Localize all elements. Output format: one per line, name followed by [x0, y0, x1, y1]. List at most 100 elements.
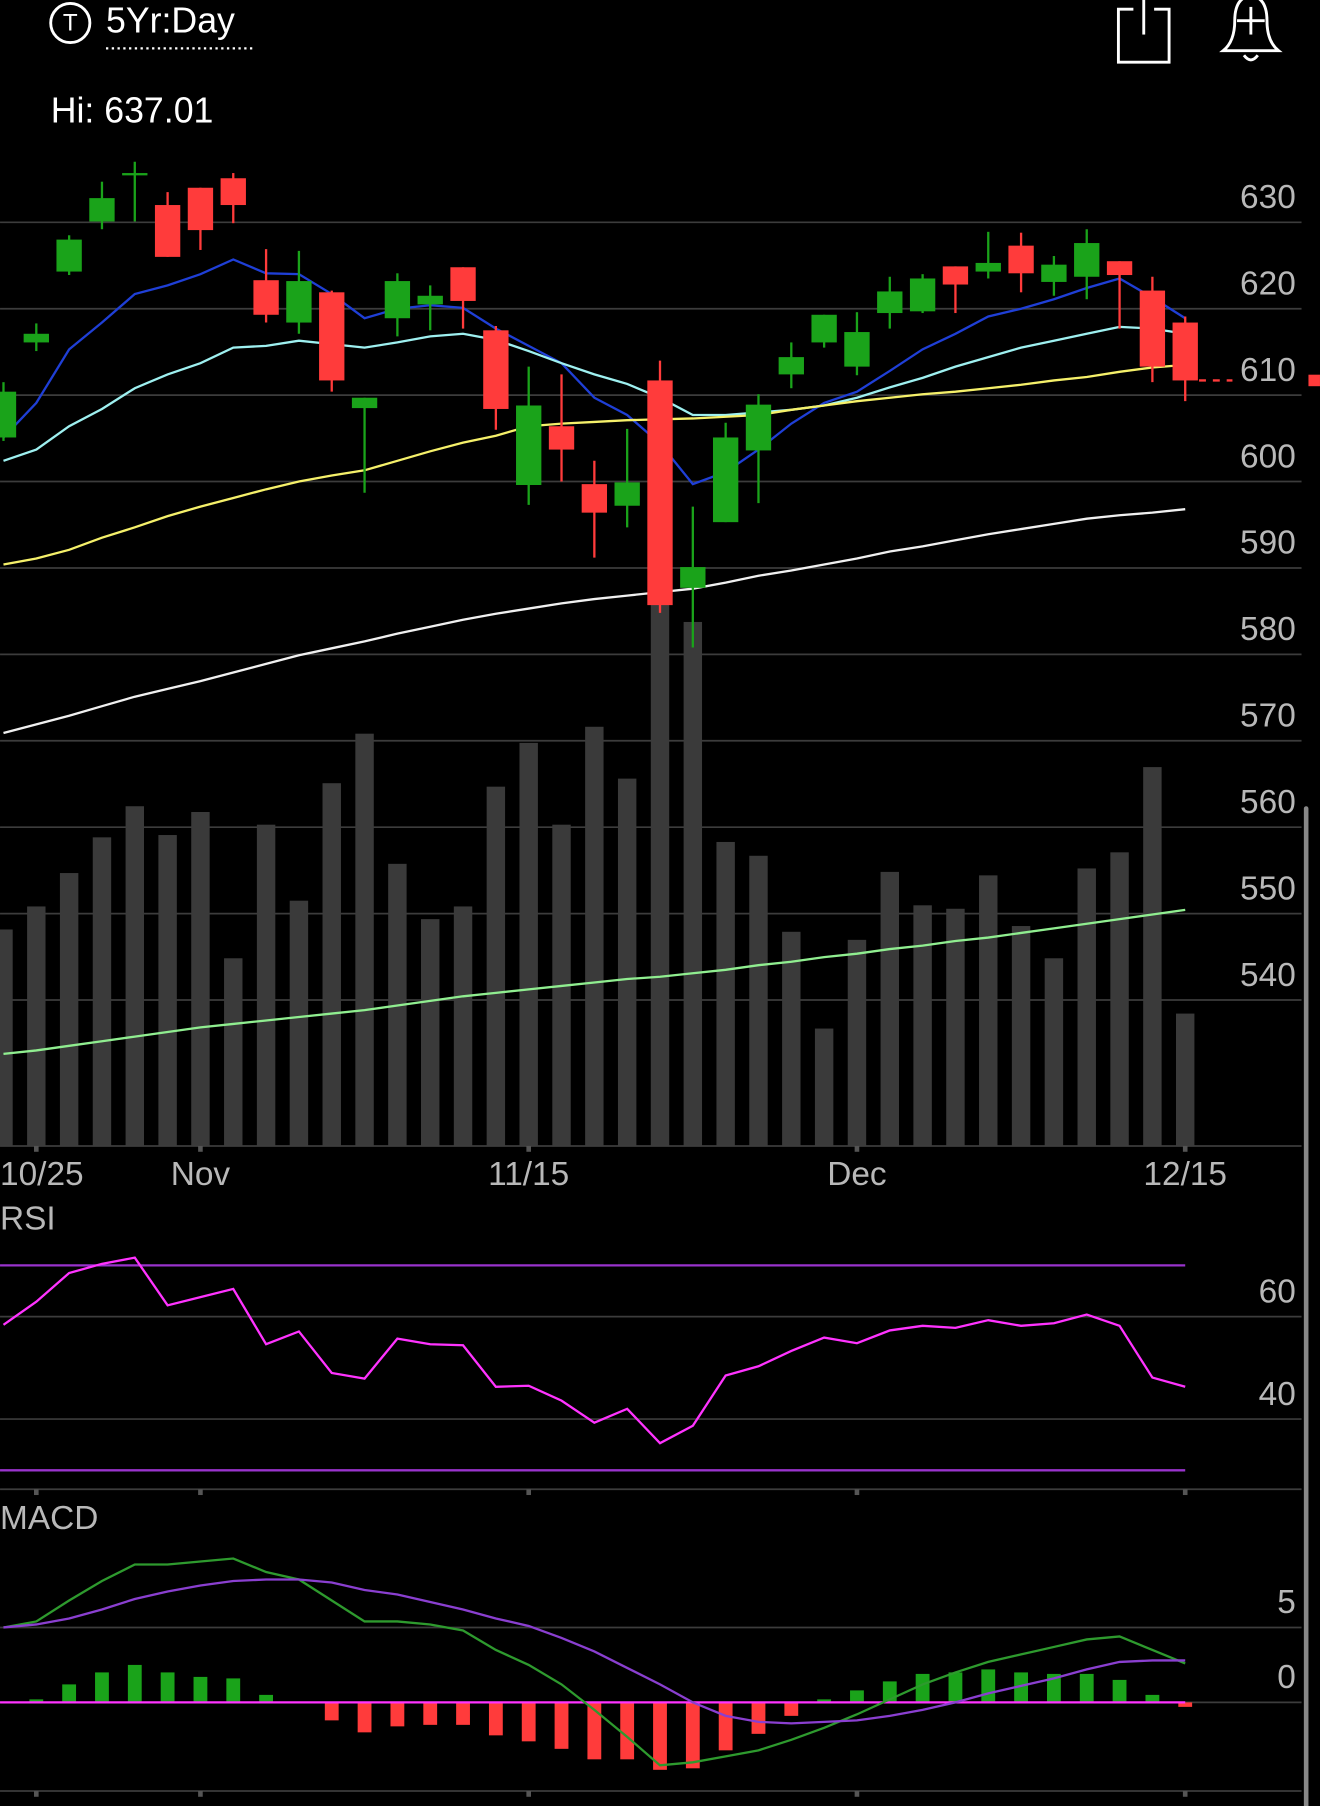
volume-bar	[224, 958, 243, 1147]
volume-bar	[0, 929, 13, 1147]
volume-bar	[59, 873, 79, 1147]
volume-bar	[946, 908, 965, 1147]
histogram-bar	[357, 1702, 372, 1733]
volume-bar	[1044, 958, 1064, 1147]
candle-body	[0, 391, 17, 438]
volume-bar	[355, 733, 374, 1147]
histogram-bar	[127, 1664, 142, 1703]
histogram-bar	[521, 1702, 536, 1742]
histogram-bar	[423, 1702, 438, 1725]
y-tick-label: 630	[1240, 179, 1296, 216]
volume-bar	[158, 835, 177, 1147]
panel-title: RSI	[0, 1201, 56, 1238]
candle-body	[1074, 243, 1100, 277]
macd-line	[3, 1578, 1186, 1725]
x-tick-label: Dec	[827, 1156, 886, 1193]
y-tick-label: 560	[1240, 784, 1296, 821]
candle-body	[450, 267, 476, 301]
histogram-bar	[1145, 1694, 1160, 1703]
x-tick-label: 12/15	[1143, 1156, 1227, 1193]
histogram-bar	[817, 1699, 832, 1703]
share-button[interactable]	[1116, 0, 1171, 64]
candle-body	[1172, 322, 1198, 381]
histogram-bar	[456, 1702, 470, 1725]
histogram-bar	[587, 1702, 602, 1760]
volume-bar	[650, 598, 670, 1147]
volume-bar	[453, 906, 473, 1147]
histogram-bar	[1079, 1673, 1094, 1703]
panel-title: MACD	[0, 1500, 98, 1537]
candle-body	[712, 437, 739, 523]
histogram-bar	[653, 1702, 667, 1770]
volume-bar	[191, 812, 210, 1147]
volume-bar	[289, 900, 309, 1147]
volume-bar	[617, 778, 637, 1147]
histogram-bar	[62, 1684, 77, 1703]
high-label: Hi: 637.01	[51, 90, 214, 130]
volume-bar	[1077, 868, 1096, 1147]
y-tick-label: 590	[1240, 525, 1296, 562]
bell-icon	[1219, 0, 1283, 53]
volume-bar	[27, 906, 46, 1147]
candle-body	[614, 482, 640, 506]
candle-body	[253, 280, 279, 315]
candle-body	[122, 173, 148, 176]
candle-body	[909, 278, 936, 312]
y-tick-label: 600	[1240, 438, 1296, 475]
volume-bar	[716, 841, 735, 1147]
candle-body	[877, 291, 903, 314]
volume-bar	[1176, 1013, 1195, 1147]
candle-body	[975, 262, 1001, 272]
volume-bar	[322, 783, 341, 1147]
last-price-marker	[1308, 374, 1320, 387]
volume-bar	[486, 786, 506, 1147]
candle-body	[417, 295, 443, 305]
histogram-bar	[390, 1702, 405, 1727]
timeframe-icon	[49, 2, 92, 45]
volume-bar	[847, 939, 867, 1147]
volume-bar	[880, 871, 899, 1147]
volume-bar	[92, 837, 112, 1147]
histogram-bar	[193, 1676, 208, 1703]
histogram-bar	[160, 1672, 175, 1703]
candle-body	[1106, 261, 1133, 276]
volume-average	[3, 908, 1186, 1056]
histogram-bar	[1112, 1679, 1127, 1703]
timeframe-button[interactable]: T 5Yr:Day	[49, 0, 256, 50]
y-tick-label: 550	[1240, 870, 1296, 907]
candle-body	[319, 292, 345, 381]
volume-bar	[1143, 767, 1162, 1147]
y-tick-label: 580	[1240, 611, 1296, 648]
histogram-bar	[324, 1702, 339, 1721]
alert-button[interactable]	[1219, 0, 1283, 62]
candle-body	[286, 281, 312, 323]
volume-bar	[749, 855, 768, 1147]
macd-line	[3, 1557, 1186, 1767]
moving-average	[3, 363, 1186, 566]
histogram-bar	[488, 1702, 503, 1736]
histogram-bar	[1047, 1673, 1061, 1703]
volume-bar	[979, 875, 998, 1147]
volume-bar	[519, 742, 538, 1147]
histogram-bar	[1178, 1702, 1193, 1707]
histogram-bar	[554, 1702, 569, 1749]
histogram-bar	[620, 1702, 635, 1760]
candle-body	[647, 380, 673, 606]
volume-bar	[421, 919, 440, 1147]
candle-body	[680, 567, 706, 588]
y-tick-label: 540	[1240, 957, 1296, 994]
volume-bar	[125, 806, 144, 1147]
candle-body	[811, 314, 837, 343]
candle-body	[745, 404, 772, 451]
candle-body	[56, 239, 82, 272]
candle-body	[220, 178, 246, 206]
volume-bar	[913, 905, 932, 1147]
histogram-bar	[29, 1699, 44, 1703]
volume-bar	[585, 726, 604, 1147]
candle-body	[942, 266, 969, 285]
candle-body	[516, 405, 542, 485]
candle-body	[23, 333, 49, 343]
y-tick-label: 0	[1277, 1659, 1296, 1696]
